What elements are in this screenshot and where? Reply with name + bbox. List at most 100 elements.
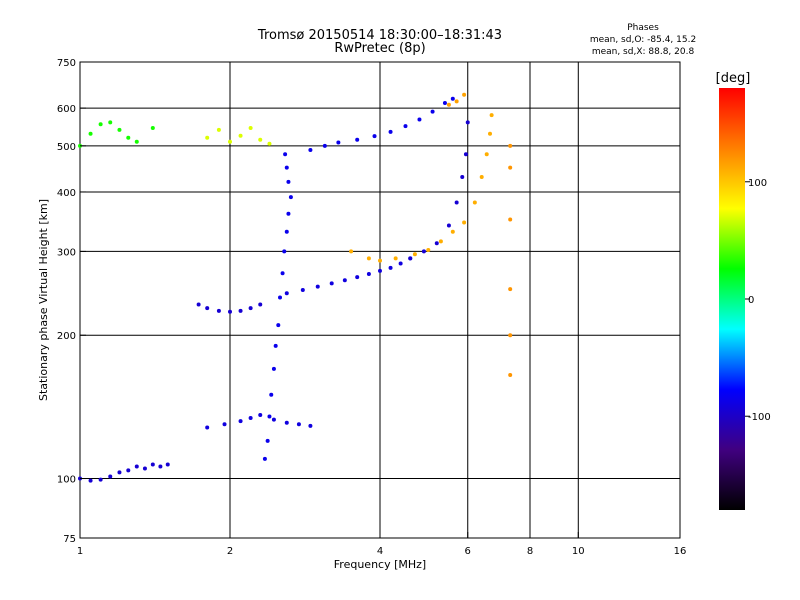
data-point	[349, 249, 354, 254]
data-point	[258, 137, 263, 142]
data-point	[465, 120, 470, 125]
data-point	[88, 478, 93, 483]
gridlines	[80, 62, 680, 538]
colorbar-ticks: 100 0 -100	[745, 178, 771, 423]
data-point	[267, 414, 272, 419]
data-point	[398, 261, 403, 266]
stats-heading: Phases	[627, 23, 659, 33]
data-point	[286, 179, 291, 184]
data-point	[283, 152, 288, 157]
y-tick-label: 600	[57, 104, 76, 115]
x-tick-label: 4	[377, 546, 383, 557]
data-point	[117, 470, 122, 475]
data-point	[462, 92, 467, 97]
data-point	[300, 287, 305, 292]
data-point	[388, 265, 393, 270]
data-point	[238, 133, 243, 138]
data-point	[271, 366, 276, 371]
data-point	[267, 141, 272, 146]
data-point	[196, 302, 201, 307]
data-point	[88, 131, 93, 136]
data-points	[78, 92, 513, 483]
data-point	[322, 143, 327, 148]
data-point	[388, 129, 393, 134]
data-point	[417, 117, 422, 122]
y-tick-label: 300	[57, 247, 76, 258]
y-tick-label: 500	[57, 142, 76, 153]
stats-line-x: mean, sd,X: 88.8, 20.8	[592, 47, 695, 57]
data-point	[378, 258, 382, 263]
data-point	[288, 195, 293, 200]
data-point	[248, 306, 253, 311]
data-point	[454, 200, 459, 205]
data-point	[438, 239, 443, 244]
x-tick-label: 16	[674, 546, 687, 557]
data-point	[205, 135, 210, 140]
x-axis-label: Frequency [MHz]	[334, 558, 426, 571]
data-point	[355, 275, 360, 280]
data-point	[228, 139, 232, 144]
data-point	[408, 256, 413, 261]
data-point	[472, 200, 477, 205]
data-point	[98, 477, 103, 482]
data-point	[238, 419, 243, 424]
y-axis: 75 100 200 300 400 500 600 750	[57, 58, 86, 545]
data-point	[336, 140, 341, 145]
y-tick-label: 750	[57, 58, 76, 69]
data-point	[134, 464, 139, 469]
data-point	[488, 131, 493, 136]
data-point	[265, 438, 270, 443]
data-point	[366, 256, 371, 261]
data-point	[342, 278, 347, 283]
data-point	[426, 248, 431, 253]
data-point	[508, 165, 513, 170]
data-point	[446, 102, 451, 107]
data-point	[508, 217, 513, 222]
data-point	[450, 96, 455, 101]
data-point	[262, 456, 267, 461]
colorbar-tick-label: -100	[748, 412, 771, 423]
y-tick-label: 100	[57, 475, 76, 486]
data-point	[117, 127, 122, 132]
data-point	[150, 126, 155, 131]
colorbar-tick-label: 0	[748, 295, 754, 306]
data-point	[460, 174, 465, 179]
x-tick-label: 2	[227, 546, 233, 557]
data-point	[278, 295, 283, 300]
data-point	[248, 416, 253, 421]
data-point	[158, 464, 163, 469]
data-point	[446, 223, 451, 228]
data-point	[329, 281, 334, 286]
data-point	[296, 422, 301, 427]
data-point	[508, 287, 513, 292]
y-tick-label: 200	[57, 331, 76, 342]
x-axis: 1 2 4 6 8 10 16	[77, 532, 687, 557]
data-point	[412, 252, 417, 257]
chart-subtitle: RwPretec (8p)	[334, 41, 425, 56]
data-point	[108, 474, 113, 479]
data-point	[276, 323, 281, 328]
data-point	[269, 392, 274, 397]
x-tick-label: 6	[465, 546, 471, 557]
data-point	[142, 466, 147, 471]
data-point	[126, 468, 131, 473]
y-axis-label: Stationary phase Virtual Height [km]	[37, 199, 50, 401]
colorbar-label: [deg]	[716, 71, 751, 86]
data-point	[280, 271, 285, 276]
data-point	[134, 139, 139, 144]
data-point	[421, 249, 426, 254]
data-point	[403, 124, 408, 129]
data-point	[355, 137, 360, 142]
stats-line-o: mean, sd,O: -85.4, 15.2	[590, 35, 696, 45]
data-point	[393, 256, 398, 261]
data-point	[308, 147, 313, 152]
data-point	[108, 120, 113, 125]
data-point	[462, 220, 467, 225]
data-point	[308, 423, 313, 428]
data-point	[258, 412, 263, 417]
data-point	[434, 241, 439, 246]
data-point	[508, 333, 513, 338]
data-point	[372, 134, 377, 139]
